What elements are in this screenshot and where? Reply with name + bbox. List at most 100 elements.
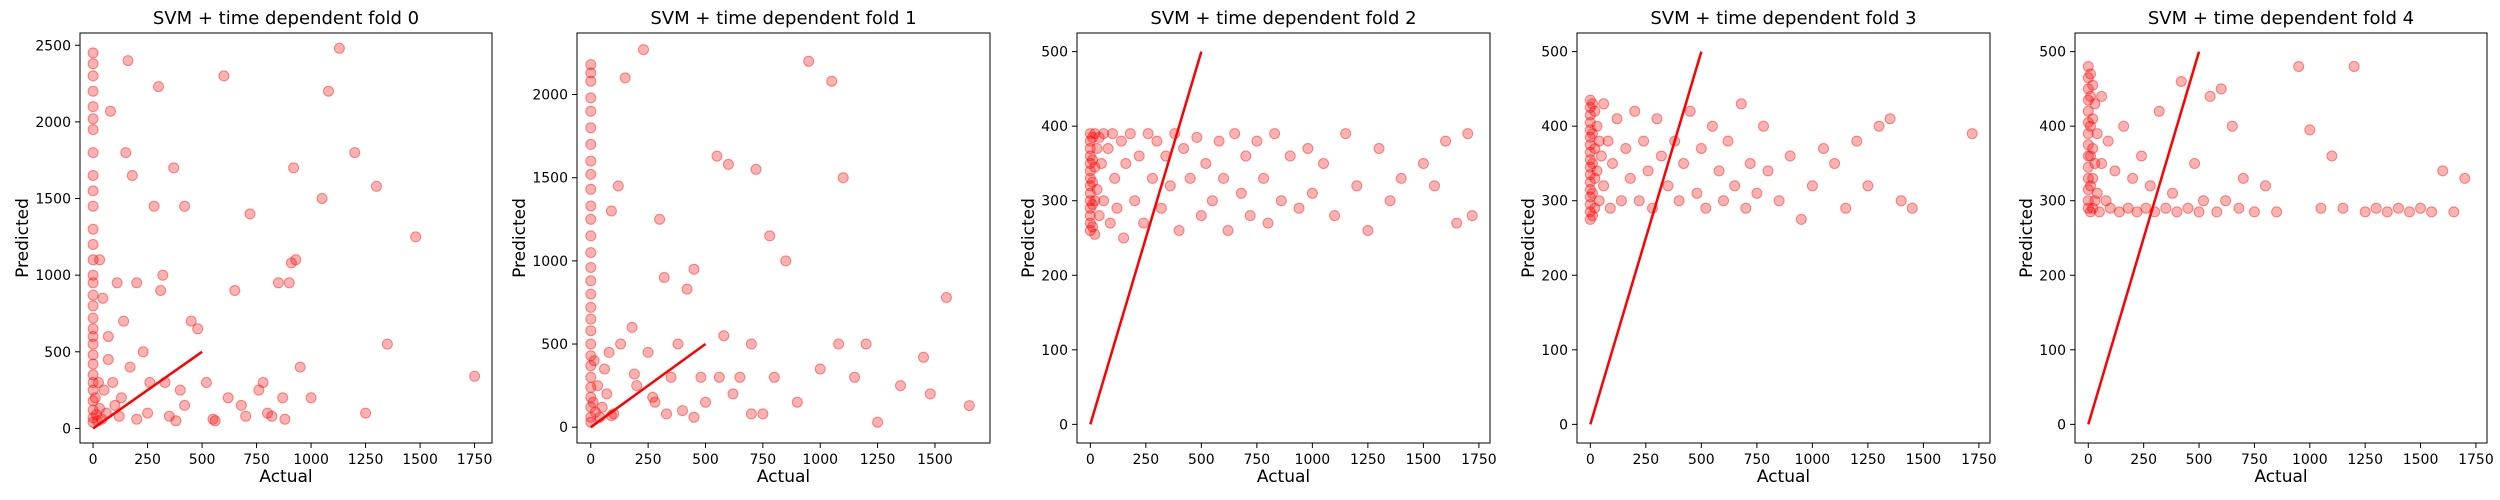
x-tick-label: 0 — [1086, 452, 1095, 468]
data-point — [1607, 158, 1618, 169]
data-point — [1104, 217, 1116, 229]
data-point — [1084, 210, 1096, 222]
data-point — [2087, 143, 2099, 154]
x-tick-label: 0 — [89, 452, 98, 468]
data-point — [1107, 128, 1118, 140]
chart-title: SVM + time dependent fold 1 — [650, 8, 916, 29]
x-tick-label: 1000 — [802, 452, 838, 468]
data-point — [1795, 213, 1807, 225]
data-point — [371, 180, 382, 192]
x-axis-label: Actual — [1257, 467, 1310, 487]
data-point — [1629, 105, 1641, 117]
data-point — [612, 180, 624, 192]
data-point — [1275, 195, 1287, 207]
chart-panel-4: 0 250 500 750 1000 1250 1500 1750 0 100 200 300 400 5… — [2017, 8, 2494, 487]
data-point — [87, 223, 99, 235]
data-point — [895, 380, 906, 392]
data-point — [1602, 135, 1614, 147]
data-point — [1089, 128, 1101, 140]
data-point — [469, 370, 481, 382]
data-point — [109, 399, 121, 411]
data-point — [2175, 76, 2187, 87]
data-point — [615, 338, 627, 350]
data-point — [174, 384, 186, 396]
data-point — [209, 415, 221, 427]
data-point — [153, 81, 164, 93]
data-point — [97, 292, 109, 304]
data-point — [647, 391, 659, 403]
data-point — [1462, 128, 1474, 140]
data-point — [1173, 225, 1185, 236]
data-point — [87, 85, 99, 97]
data-point — [587, 396, 599, 408]
data-point — [1591, 120, 1603, 132]
data-point — [163, 410, 175, 422]
data-point — [2109, 165, 2121, 177]
data-point — [1589, 143, 1601, 154]
data-point — [1673, 195, 1685, 207]
data-point — [1598, 98, 1610, 110]
data-point — [1195, 210, 1207, 222]
data-point — [87, 338, 99, 350]
x-tick-label: 1750 — [1461, 452, 1497, 468]
y-axis-label: Predicted — [1519, 198, 1539, 278]
data-point — [1595, 150, 1607, 162]
data-point — [1829, 158, 1841, 169]
data-point — [2087, 113, 2099, 125]
data-point — [713, 371, 725, 383]
data-point — [1584, 184, 1596, 195]
x-tick-label: 1000 — [2292, 452, 2328, 468]
data-point — [87, 312, 99, 324]
data-point — [585, 213, 597, 225]
data-point — [1084, 143, 1096, 154]
data-point — [1093, 131, 1105, 143]
data-point — [1584, 109, 1596, 121]
data-point — [1084, 150, 1096, 162]
data-point — [1440, 135, 1452, 147]
data-point — [1184, 172, 1196, 184]
data-point — [1718, 195, 1729, 207]
data-point — [2089, 98, 2101, 110]
chart-panel-1: 0 250 500 750 1000 1250 1500 0 500 1000 1500 2000 SV… — [510, 8, 991, 487]
data-point — [2085, 150, 2096, 162]
data-point — [288, 162, 300, 174]
x-tick-label: 750 — [243, 452, 270, 468]
data-point — [1758, 120, 1769, 132]
data-point — [87, 200, 99, 212]
data-point — [585, 401, 597, 413]
data-point — [1417, 158, 1429, 169]
x-tick-label: 1500 — [1906, 452, 1942, 468]
data-point — [98, 384, 110, 396]
data-point — [2085, 180, 2096, 192]
data-point — [1395, 172, 1407, 184]
data-point — [1773, 195, 1785, 207]
data-point — [585, 92, 597, 104]
data-point — [2437, 165, 2449, 177]
data-point — [283, 277, 295, 289]
data-point — [2189, 158, 2201, 169]
data-point — [1293, 202, 1305, 214]
y-tick-label: 100 — [1041, 343, 1068, 359]
data-point — [90, 409, 102, 421]
data-point — [1089, 195, 1101, 207]
data-point — [87, 185, 99, 197]
data-point — [1620, 143, 1632, 154]
data-point — [2082, 195, 2094, 207]
y-tick-label: 400 — [1041, 119, 1068, 135]
data-point — [87, 384, 99, 396]
y-tick-label: 0 — [559, 420, 568, 436]
data-point — [410, 231, 422, 243]
data-point — [2104, 202, 2116, 214]
x-tick-label: 1500 — [1406, 452, 1442, 468]
data-point — [1584, 146, 1596, 158]
data-point — [257, 377, 269, 388]
x-tick-label: 500 — [189, 452, 216, 468]
data-point — [2082, 117, 2094, 128]
data-point — [1155, 202, 1167, 214]
data-point — [585, 301, 597, 313]
data-point — [654, 213, 666, 225]
scatter-series — [87, 42, 481, 428]
data-point — [93, 377, 104, 388]
x-tick-label: 1250 — [1850, 452, 1886, 468]
data-point — [1384, 195, 1396, 207]
